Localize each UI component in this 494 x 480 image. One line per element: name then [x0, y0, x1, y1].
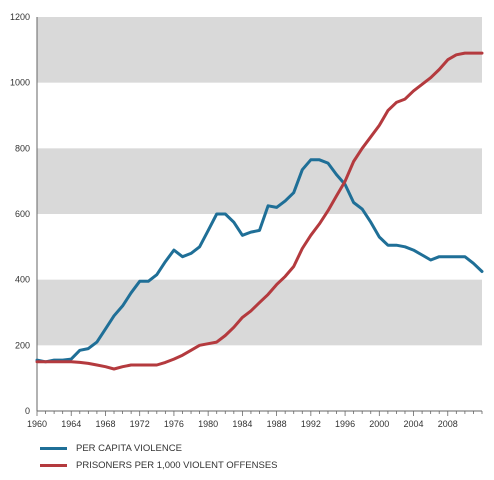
- y-axis-ticks: 0 200 400 600 800 1000 1200: [10, 12, 30, 416]
- legend-item-violence: PER CAPITA VIOLENCE: [40, 440, 278, 457]
- x-tick-label: 1960: [27, 419, 47, 429]
- x-tick-label: 1972: [130, 419, 150, 429]
- x-tick-label: 1992: [301, 419, 321, 429]
- x-tick-label: 2008: [438, 419, 458, 429]
- y-tick-label: 800: [15, 143, 30, 153]
- y-tick-label: 0: [25, 406, 30, 416]
- x-tick-label: 1968: [95, 419, 115, 429]
- x-tick-label: 1988: [267, 419, 287, 429]
- series-lines: [35, 51, 484, 371]
- y-tick-label: 400: [15, 275, 30, 285]
- x-tick-label: 2000: [369, 419, 389, 429]
- grid-bands: [37, 17, 482, 346]
- grid-band: [37, 17, 482, 83]
- series-line-1: [35, 51, 484, 371]
- x-tick-label: 1980: [198, 419, 218, 429]
- legend: PER CAPITA VIOLENCE PRISONERS PER 1,000 …: [40, 440, 278, 474]
- y-tick-label: 600: [15, 209, 30, 219]
- y-tick-label: 1200: [10, 12, 30, 22]
- y-tick-label: 200: [15, 340, 30, 350]
- legend-swatch-violence: [40, 447, 67, 450]
- series-line-0: [35, 158, 484, 364]
- grid-band: [37, 279, 482, 346]
- x-tick-label: 1984: [232, 419, 252, 429]
- x-axis-ticks: 1960 1964 1968 1972 1976 1980 1984 1988 1992 1996…: [27, 411, 483, 429]
- grid-band: [37, 148, 482, 214]
- legend-label-prisoners: PRISONERS PER 1,000 VIOLENT OFFENSES: [76, 460, 278, 471]
- x-tick-label: 1976: [164, 419, 184, 429]
- x-tick-label: 1996: [335, 419, 355, 429]
- x-tick-label: 2004: [404, 419, 424, 429]
- legend-item-prisoners: PRISONERS PER 1,000 VIOLENT OFFENSES: [40, 457, 278, 474]
- y-tick-label: 1000: [10, 78, 30, 88]
- legend-label-violence: PER CAPITA VIOLENCE: [76, 443, 182, 454]
- x-tick-label: 1964: [61, 419, 81, 429]
- legend-swatch-prisoners: [40, 464, 67, 467]
